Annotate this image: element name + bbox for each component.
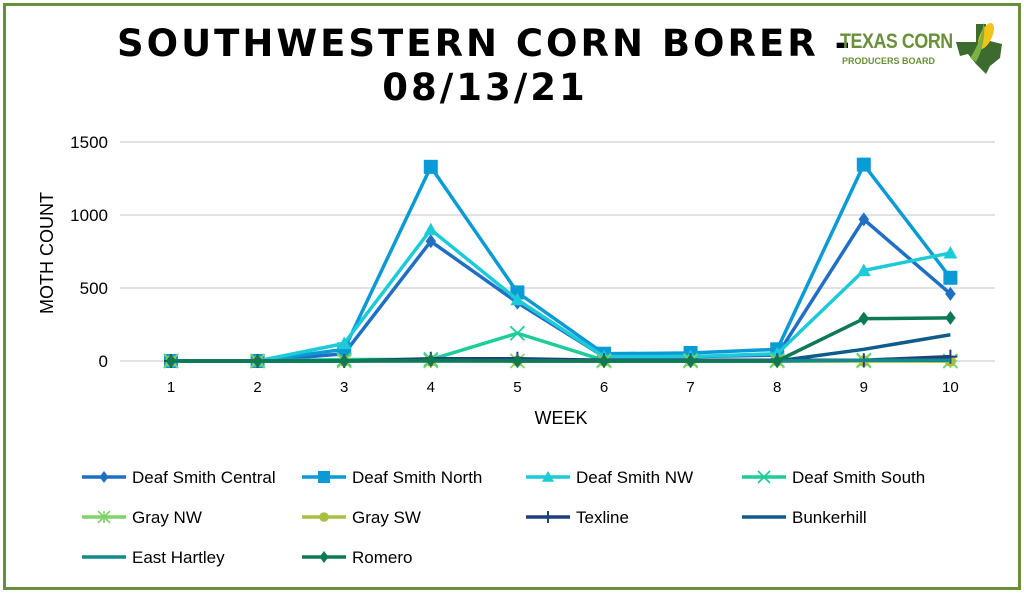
logo-subtext: PRODUCERS BOARD [842,56,936,66]
legend-item: Romero [302,548,412,567]
series-line [171,217,952,363]
data-point [509,325,526,341]
data-point [943,270,958,285]
data-point [99,471,109,483]
x-tick-label: 1 [167,379,175,396]
legend-item: Bunkerhill [742,508,867,527]
legend-label: East Hartley [132,548,225,567]
legend-item: Deaf Smith Central [82,468,276,487]
legend-label: Deaf Smith North [352,468,482,487]
data-point [97,510,111,524]
data-point [252,354,263,368]
data-point [945,310,956,325]
data-point [542,511,554,523]
series-line [171,162,952,363]
data-point [512,354,523,368]
x-tick-label: 8 [773,379,781,396]
data-point [425,353,437,368]
legend-label: Deaf Smith South [792,468,925,487]
data-point [165,354,177,368]
legend-item: Texline [526,508,629,527]
data-point [510,292,525,306]
x-tick-label: 6 [600,379,608,396]
x-tick-label: 5 [513,379,521,396]
legend-item: Deaf Smith NW [526,468,693,487]
data-point [858,212,870,227]
data-point [318,471,330,483]
legend-label: Gray SW [352,508,421,527]
legend-label: Bunkerhill [792,508,867,527]
data-point [319,512,329,522]
data-point [423,159,438,174]
series-romero [165,310,956,368]
data-point [423,222,438,236]
x-tick-label: 4 [427,379,435,396]
data-point [856,157,871,172]
legend-label: Deaf Smith Central [132,468,276,487]
legend-item: Gray SW [302,508,421,527]
y-tick-label: 0 [99,352,108,371]
legend-item: Gray NW [82,508,202,527]
title-line-1: SOUTHWESTERN CORN BORER - [116,22,854,65]
y-tick-label: 1500 [70,133,108,152]
y-tick-label: 1000 [70,206,108,225]
legend-label: Romero [352,548,412,567]
legend-label: Texline [576,508,629,527]
data-point [945,286,956,301]
title-line-2: 08/13/21 [382,66,588,109]
data-point [943,245,958,259]
data-point [338,354,350,368]
series-line [171,316,951,363]
series-line [171,227,951,363]
legend-item: East Hartley [82,548,225,567]
corn-texas-icon [956,22,1002,74]
data-point [319,551,329,563]
data-point [858,311,870,326]
y-axis-label: MOTH COUNT [37,192,57,314]
x-tick-label: 10 [942,379,959,396]
data-point [856,263,871,277]
y-tick-label: 500 [80,279,108,298]
data-point [771,354,783,368]
data-point [757,470,771,484]
texas-corn-logo: TEXAS CORN PRODUCERS BOARD [838,14,1008,74]
chart-frame [3,3,1021,590]
x-axis-label: WEEK [534,408,587,428]
series-deaf-smith-central [165,212,956,368]
x-tick-label: 9 [860,379,868,396]
data-point [685,354,696,368]
chart-title: SOUTHWESTERN CORN BORER - 08/13/21 [100,22,870,110]
data-point [542,471,554,482]
legend-label: Deaf Smith NW [576,468,693,487]
legend-item: Deaf Smith North [302,468,482,487]
data-point [337,336,352,350]
x-tick-label: 2 [253,379,261,396]
x-tick-label: 7 [686,379,694,396]
data-point [425,234,437,249]
logo-text: TEXAS CORN [840,30,953,53]
data-point [598,354,610,368]
legend-item: Deaf Smith South [742,468,925,487]
legend-label: Gray NW [132,508,202,527]
series-deaf-smith-north [164,157,958,368]
x-tick-label: 3 [340,379,348,396]
